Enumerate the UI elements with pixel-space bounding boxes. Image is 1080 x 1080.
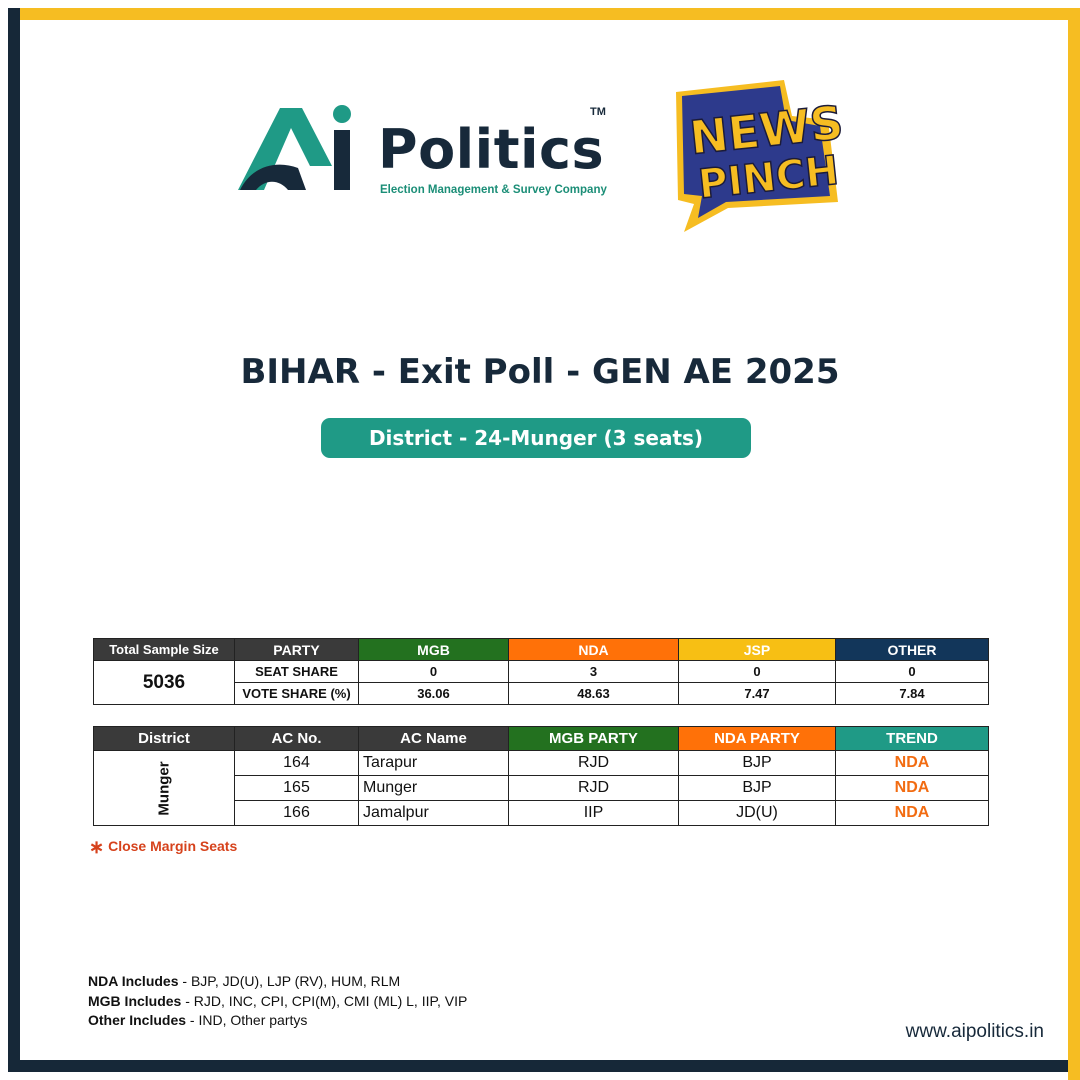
- trend-cell: NDA: [835, 800, 989, 826]
- nda-party-cell: BJP: [678, 750, 836, 776]
- ac-name-cell: Munger: [358, 775, 509, 801]
- frame-right-bar: [1068, 8, 1080, 1080]
- alliance-notes: NDA Includes - BJP, JD(U), LJP (RV), HUM…: [88, 972, 467, 1031]
- ai-logo-mark-icon: [238, 105, 351, 190]
- nda-party-cell: BJP: [678, 775, 836, 801]
- vote-share-jsp: 7.47: [678, 682, 836, 705]
- ac-no-cell: 164: [234, 750, 359, 776]
- vote-share-row: VOTE SHARE (%) 36.06 48.63 7.47 7.84: [94, 682, 989, 705]
- seat-share-row: 5036 SEAT SHARE 0 3 0 0: [93, 660, 989, 705]
- note-other: Other Includes - IND, Other partys: [88, 1011, 467, 1031]
- header-nda: NDA: [508, 638, 679, 661]
- nda-party-cell: JD(U): [678, 800, 836, 826]
- ac-name-cell: Jamalpur: [358, 800, 509, 826]
- note-mgb: MGB Includes - RJD, INC, CPI, CPI(M), CM…: [88, 992, 467, 1012]
- district-badge: District - 24-Munger (3 seats): [321, 418, 751, 458]
- header-district: District: [93, 726, 235, 751]
- close-margin-note: ∗ Close Margin Seats: [89, 837, 237, 858]
- seat-share-label: SEAT SHARE: [234, 660, 359, 683]
- seat-share-mgb: 0: [358, 660, 509, 683]
- summary-header-row: Total Sample Size PARTY MGB NDA JSP OTHE…: [93, 638, 989, 661]
- district-name: Munger: [155, 760, 173, 816]
- ai-politics-logo: Politics TM Election Management & Survey…: [236, 104, 616, 204]
- header-trend: TREND: [835, 726, 989, 751]
- ai-politics-tagline: Election Management & Survey Company: [380, 184, 607, 196]
- frame-top-bar: [8, 8, 1080, 20]
- note-other-text: - IND, Other partys: [186, 1012, 308, 1028]
- vote-share-other: 7.84: [835, 682, 989, 705]
- note-nda-label: NDA Includes: [88, 973, 179, 989]
- header-ac-no: AC No.: [234, 726, 359, 751]
- seat-trend-table: District AC No. AC Name MGB PARTY NDA PA…: [93, 726, 989, 826]
- asterisk-icon: ∗: [89, 837, 105, 857]
- page-title: BIHAR - Exit Poll - GEN AE 2025: [240, 352, 840, 392]
- header-mgb: MGB: [358, 638, 509, 661]
- note-nda-text: - BJP, JD(U), LJP (RV), HUM, RLM: [178, 973, 401, 989]
- header-sample-size: Total Sample Size: [93, 638, 235, 661]
- close-margin-label: Close Margin Seats: [108, 838, 238, 854]
- header-nda-party: NDA PARTY: [678, 726, 836, 751]
- ac-no-cell: 165: [234, 775, 359, 801]
- ac-name-cell: Tarapur: [358, 750, 509, 776]
- sample-size-value: 5036: [93, 660, 235, 705]
- vote-share-mgb: 36.06: [358, 682, 509, 705]
- vote-share-table: Total Sample Size PARTY MGB NDA JSP OTHE…: [93, 638, 989, 705]
- note-mgb-label: MGB Includes: [88, 992, 182, 1009]
- ac-no-cell: 166: [234, 800, 359, 826]
- frame-left-bar: [8, 8, 20, 1072]
- trend-cell: NDA: [835, 775, 989, 801]
- seat-share-other: 0: [835, 660, 989, 683]
- vote-share-label: VOTE SHARE (%): [234, 682, 359, 705]
- seat-share-jsp: 0: [678, 660, 836, 683]
- note-nda: NDA Includes - BJP, JD(U), LJP (RV), HUM…: [88, 972, 467, 992]
- mgb-party-cell: RJD: [508, 775, 679, 801]
- header-mgb-party: MGB PARTY: [508, 726, 679, 751]
- header-other: OTHER: [835, 638, 989, 661]
- ai-politics-wordmark: Politics: [378, 118, 605, 181]
- mgb-party-cell: IIP: [508, 800, 679, 826]
- table-row: 166 Jamalpur IIP JD(U) NDA: [94, 800, 989, 826]
- table-row: Munger 164 Tarapur RJD BJP NDA: [93, 750, 989, 826]
- vote-share-nda: 48.63: [508, 682, 679, 705]
- frame-bottom-bar: [8, 1060, 1068, 1072]
- trend-cell: NDA: [835, 750, 989, 776]
- seat-share-nda: 3: [508, 660, 679, 683]
- website-link[interactable]: www.aipolitics.in: [905, 1021, 1044, 1042]
- header-ac-name: AC Name: [358, 726, 509, 751]
- news-pinch-logo: NEWS PINCH: [668, 76, 846, 236]
- mgb-party-cell: RJD: [508, 750, 679, 776]
- seat-header-row: District AC No. AC Name MGB PARTY NDA PA…: [93, 726, 989, 751]
- note-mgb-text: - RJD, INC, CPI, CPI(M), CMI (ML) L, IIP…: [181, 992, 468, 1009]
- trademark-mark: TM: [590, 106, 606, 118]
- header-party: PARTY: [234, 638, 359, 661]
- note-other-label: Other Includes: [88, 1012, 187, 1028]
- district-name-cell: Munger: [93, 750, 235, 826]
- header-jsp: JSP: [678, 638, 836, 661]
